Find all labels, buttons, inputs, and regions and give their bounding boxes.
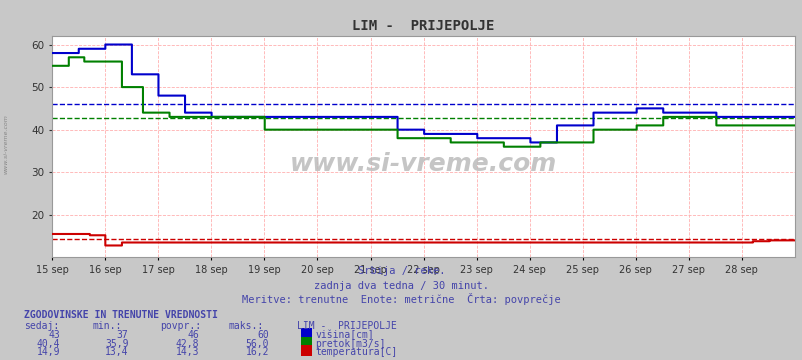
Text: 37: 37 [116,330,128,341]
Text: 40,4: 40,4 [37,339,60,349]
Text: www.si-vreme.com: www.si-vreme.com [4,114,9,174]
Text: ZGODOVINSKE IN TRENUTNE VREDNOSTI: ZGODOVINSKE IN TRENUTNE VREDNOSTI [24,310,217,320]
Text: 35,9: 35,9 [105,339,128,349]
Text: maks.:: maks.: [229,321,264,332]
Text: 14,3: 14,3 [176,347,199,357]
Text: 43: 43 [48,330,60,341]
Text: www.si-vreme.com: www.si-vreme.com [290,152,557,176]
Text: Meritve: trenutne  Enote: metrične  Črta: povprečje: Meritve: trenutne Enote: metrične Črta: … [242,293,560,305]
Title: LIM -  PRIJEPOLJE: LIM - PRIJEPOLJE [352,19,494,33]
Text: 16,2: 16,2 [245,347,269,357]
Text: Srbija / reke.: Srbija / reke. [358,266,444,276]
Text: zadnja dva tedna / 30 minut.: zadnja dva tedna / 30 minut. [314,281,488,291]
Text: 42,8: 42,8 [176,339,199,349]
Text: pretok[m3/s]: pretok[m3/s] [315,339,386,349]
Text: 46: 46 [187,330,199,341]
Text: povpr.:: povpr.: [160,321,201,332]
Text: 60: 60 [257,330,269,341]
Text: 13,4: 13,4 [105,347,128,357]
Text: sedaj:: sedaj: [24,321,59,332]
Text: 56,0: 56,0 [245,339,269,349]
Text: LIM -  PRIJEPOLJE: LIM - PRIJEPOLJE [297,321,396,332]
Text: višina[cm]: višina[cm] [315,330,374,341]
Text: 14,9: 14,9 [37,347,60,357]
Text: min.:: min.: [92,321,122,332]
Text: temperatura[C]: temperatura[C] [315,347,397,357]
